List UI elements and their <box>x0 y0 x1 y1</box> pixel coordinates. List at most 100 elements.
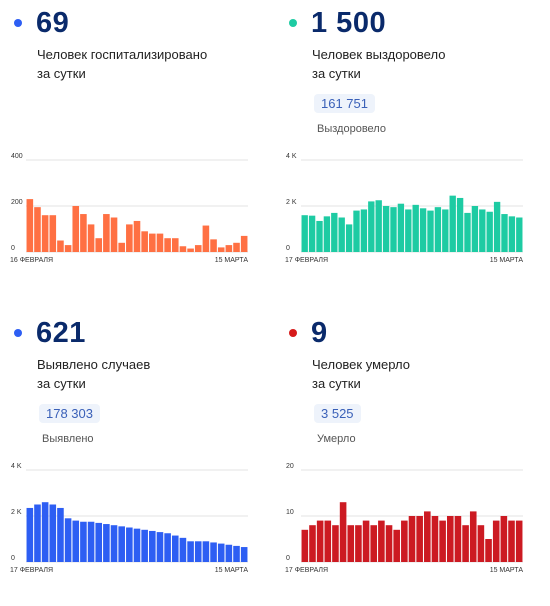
y-tick-label: 0 <box>286 555 290 562</box>
y-tick-label: 400 <box>11 153 23 160</box>
bar <box>516 217 523 252</box>
bar <box>126 224 133 252</box>
bar <box>110 525 118 562</box>
total-badge: 178 303 <box>39 404 100 423</box>
bar <box>382 206 390 252</box>
x-end-label: 15 МАРТА <box>490 257 524 264</box>
bar <box>72 520 80 562</box>
bar <box>72 206 80 252</box>
panel-header: 1 500 <box>285 6 386 40</box>
bar <box>80 214 87 252</box>
x-start-label: 17 ФЕВРАЛЯ <box>285 257 328 264</box>
bar <box>408 516 416 562</box>
bar <box>427 210 434 252</box>
description-line: за сутки <box>312 66 361 81</box>
x-end-label: 15 МАРТА <box>490 567 524 574</box>
bar <box>233 242 240 252</box>
bar <box>301 215 308 252</box>
bar <box>133 220 141 252</box>
bar <box>210 239 217 252</box>
bar <box>323 216 331 252</box>
bar <box>141 231 148 252</box>
bar <box>501 214 508 252</box>
bar <box>508 216 516 252</box>
bar <box>370 525 378 562</box>
bar <box>41 502 49 562</box>
bar <box>385 525 393 562</box>
bar <box>493 201 501 252</box>
bar <box>34 207 41 252</box>
bar <box>225 245 233 252</box>
bar <box>164 533 171 562</box>
bar <box>171 535 179 562</box>
bar <box>471 206 479 252</box>
bullet-dot-icon <box>289 19 297 27</box>
bar <box>156 532 164 562</box>
bar <box>316 220 323 252</box>
bar <box>110 217 118 252</box>
daily-number: 1 500 <box>311 6 387 39</box>
bar <box>393 529 400 562</box>
bar <box>301 529 309 562</box>
x-start-label: 17 ФЕВРАЛЯ <box>10 567 53 574</box>
bar <box>338 217 345 252</box>
description-line: Выявлено случаев <box>37 357 151 372</box>
bar <box>434 207 442 252</box>
bar <box>133 528 141 562</box>
bar <box>515 520 523 562</box>
bar <box>419 208 427 252</box>
bar <box>462 525 469 562</box>
bar <box>508 520 515 562</box>
recovered-panel: 1 500 Человек выздоровело за сутки 161 7… <box>285 0 545 290</box>
total-badge: 161 751 <box>314 94 375 113</box>
total-badge: 3 525 <box>314 404 361 423</box>
bar <box>64 518 72 562</box>
y-tick-label: 2 K <box>286 199 297 206</box>
bar <box>405 209 412 252</box>
deaths-panel: 9 Человек умерло за сутки 3 525 Умерло 0… <box>285 310 545 600</box>
bullet-dot-icon <box>14 19 22 27</box>
bar <box>179 537 187 562</box>
description-line: за сутки <box>312 376 361 391</box>
bar <box>454 516 462 562</box>
bar <box>164 238 171 252</box>
y-tick-label: 0 <box>11 245 15 252</box>
description-line: за сутки <box>37 66 86 81</box>
bar <box>240 547 248 562</box>
bar <box>446 516 454 562</box>
x-start-label: 16 ФЕВРАЛЯ <box>10 257 53 264</box>
cases-panel: 621 Выявлено случаев за сутки 178 303 Вы… <box>10 310 270 600</box>
y-tick-label: 0 <box>11 555 15 562</box>
bar <box>316 520 324 562</box>
bar <box>456 197 464 252</box>
bar <box>412 204 419 252</box>
bar <box>156 233 164 252</box>
bar <box>194 541 202 562</box>
bar <box>64 245 72 252</box>
bar <box>95 238 103 252</box>
bar <box>149 233 156 252</box>
bar <box>486 211 493 252</box>
bar <box>202 541 210 562</box>
bar <box>179 246 187 252</box>
bar <box>324 520 332 562</box>
bar <box>368 201 375 252</box>
bar <box>353 210 360 252</box>
bar <box>442 209 449 252</box>
bar <box>390 207 397 252</box>
bar <box>449 195 456 252</box>
description-line: за сутки <box>37 376 86 391</box>
bar <box>345 224 353 252</box>
bar <box>485 539 492 562</box>
bar <box>87 224 95 252</box>
bar <box>397 203 405 252</box>
bar <box>416 516 423 562</box>
hospitalized-bar-chart: 0 200 400 16 ФЕВРАЛЯ 15 МАРТА <box>10 153 248 264</box>
bar <box>149 530 156 562</box>
bar <box>187 541 194 562</box>
panel-header: 9 <box>285 316 328 350</box>
bar <box>103 214 110 252</box>
bar <box>95 522 103 562</box>
recovered-bar-chart: 0 2 K 4 K 17 ФЕВРАЛЯ 15 МАРТА <box>285 153 524 264</box>
deaths-bar-chart: 0 10 20 17 ФЕВРАЛЯ 15 МАРТА <box>285 463 524 574</box>
